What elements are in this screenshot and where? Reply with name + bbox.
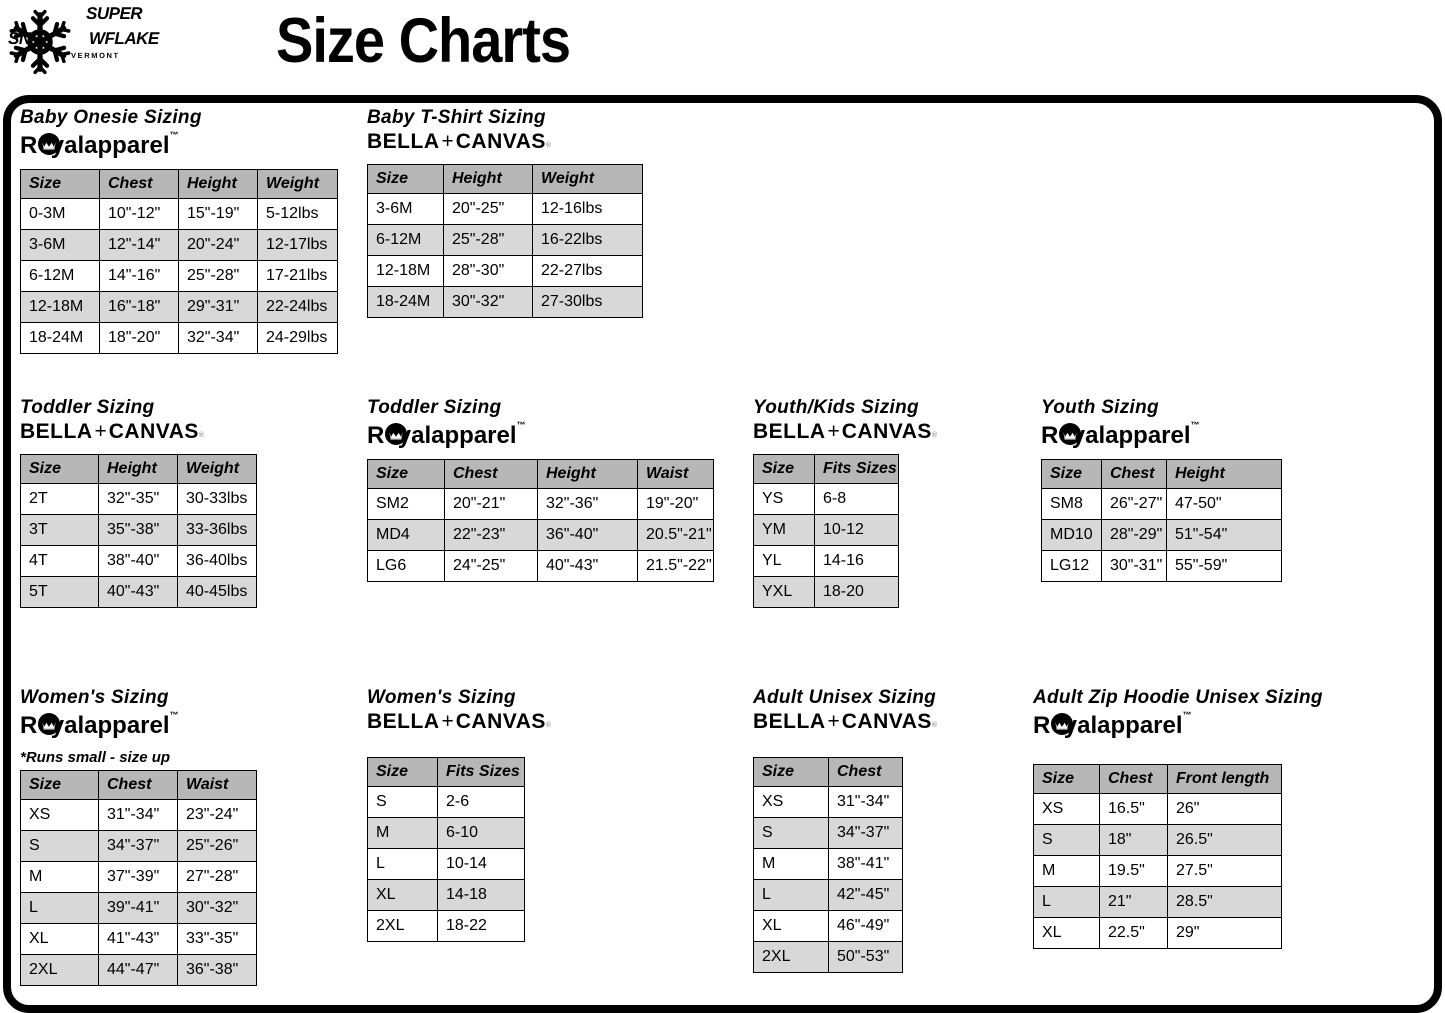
svg-text:SUPER: SUPER — [86, 4, 143, 23]
svg-text:WFLAKE: WFLAKE — [89, 29, 160, 48]
svg-text:VERMONT: VERMONT — [71, 51, 120, 60]
svg-text:SN: SN — [8, 29, 32, 48]
